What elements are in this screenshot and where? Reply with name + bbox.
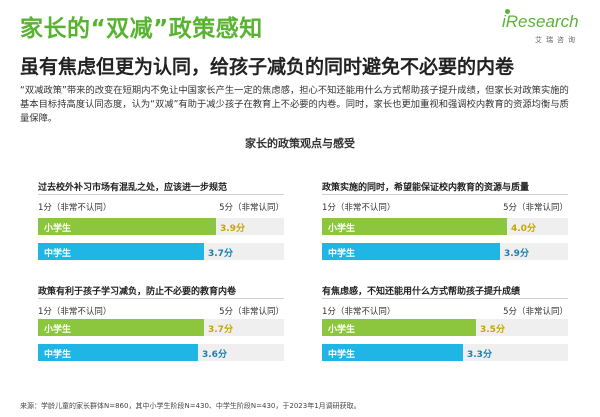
bar-primary [38, 319, 204, 336]
panel-divider [38, 194, 284, 195]
bar-series-label: 中学生 [44, 249, 72, 259]
bar-primary [38, 218, 216, 235]
panel-divider [322, 194, 568, 195]
source-footnote: 来源：学龄儿童的家长群体N=860，其中小学生阶段N=430、中学生阶段N=43… [20, 402, 361, 410]
bar-track: 小学生 3.9分 [38, 218, 284, 235]
panel-title: 政策实施的同时，希望能保证校内教育的资源与质量 [322, 183, 530, 193]
opinion-panel: 政策实施的同时，希望能保证校内教育的资源与质量 1分（非常不认同） 5分（非常认… [322, 180, 568, 290]
scale-max-label: 5分（非常认同） [503, 307, 568, 317]
scale-max-label: 5分（非常认同） [219, 307, 284, 317]
bar-series-label: 中学生 [328, 249, 356, 259]
bar-series-label: 小学生 [44, 224, 72, 234]
bar-track: 中学生 3.9分 [322, 243, 568, 260]
page-title: 家长的“双减”政策感知 [20, 16, 263, 42]
scale-min-label: 1分（非常不认同） [38, 203, 112, 213]
bar-series-label: 小学生 [328, 325, 356, 335]
bar-value-label: 3.9分 [504, 249, 529, 259]
bar-value-label: 3.7分 [208, 325, 233, 335]
scale-max-label: 5分（非常认同） [503, 203, 568, 213]
scale-min-label: 1分（非常不认同） [322, 307, 396, 317]
bar-track: 小学生 3.7分 [38, 319, 284, 336]
bar-secondary [38, 243, 204, 260]
panel-divider [38, 298, 284, 299]
bar-value-label: 4.0分 [511, 224, 536, 234]
scale-max-label: 5分（非常认同） [219, 203, 284, 213]
opinion-panel: 政策有利于孩子学习减负，防止不必要的教育内卷 1分（非常不认同） 5分（非常认同… [38, 284, 284, 394]
logo-dot-icon [505, 9, 510, 14]
page-subtitle: 虽有焦虑但更为认同，给孩子减负的同时避免不必要的内卷 [20, 56, 515, 78]
bar-series-label: 小学生 [328, 224, 356, 234]
bar-series-label: 中学生 [44, 350, 72, 360]
panel-divider [322, 298, 568, 299]
chart-section-title: 家长的政策观点与感受 [245, 137, 355, 150]
scale-min-label: 1分（非常不认同） [322, 203, 396, 213]
bar-secondary [322, 344, 463, 361]
bar-secondary [38, 344, 198, 361]
panel-title: 过去校外补习市场有混乱之处，应该进一步规范 [38, 183, 228, 193]
intro-paragraph: “双减政策”带来的改变在短期内不免让中国家长产生一定的焦虑感，担心不知还能用什么… [20, 85, 569, 124]
opinion-panel: 过去校外补习市场有混乱之处，应该进一步规范 1分（非常不认同） 5分（非常认同）… [38, 180, 284, 290]
opinion-panel: 有焦虑感，不知还能用什么方式帮助孩子提升成绩 1分（非常不认同） 5分（非常认同… [322, 284, 568, 394]
bar-track: 小学生 4.0分 [322, 218, 568, 235]
logo-wordmark: iResearch [502, 12, 579, 31]
bar-secondary [322, 243, 500, 260]
bar-primary [322, 319, 476, 336]
bar-series-label: 小学生 [44, 325, 72, 335]
scale-min-label: 1分（非常不认同） [38, 307, 112, 317]
bar-track: 中学生 3.6分 [38, 344, 284, 361]
iresearch-logo: iResearch 艾瑞咨询 [502, 7, 580, 51]
panel-title: 政策有利于孩子学习减负，防止不必要的教育内卷 [38, 287, 237, 297]
bar-value-label: 3.3分 [467, 350, 492, 360]
panel-title: 有焦虑感，不知还能用什么方式帮助孩子提升成绩 [322, 287, 521, 297]
bar-value-label: 3.5分 [480, 325, 505, 335]
bar-track: 中学生 3.7分 [38, 243, 284, 260]
bar-value-label: 3.9分 [220, 224, 245, 234]
logo-subtitle: 艾瑞咨询 [535, 36, 579, 44]
bar-series-label: 中学生 [328, 350, 356, 360]
bar-value-label: 3.6分 [202, 350, 227, 360]
bar-value-label: 3.7分 [208, 249, 233, 259]
bar-primary [322, 218, 507, 235]
bar-track: 中学生 3.3分 [322, 344, 568, 361]
bar-track: 小学生 3.5分 [322, 319, 568, 336]
